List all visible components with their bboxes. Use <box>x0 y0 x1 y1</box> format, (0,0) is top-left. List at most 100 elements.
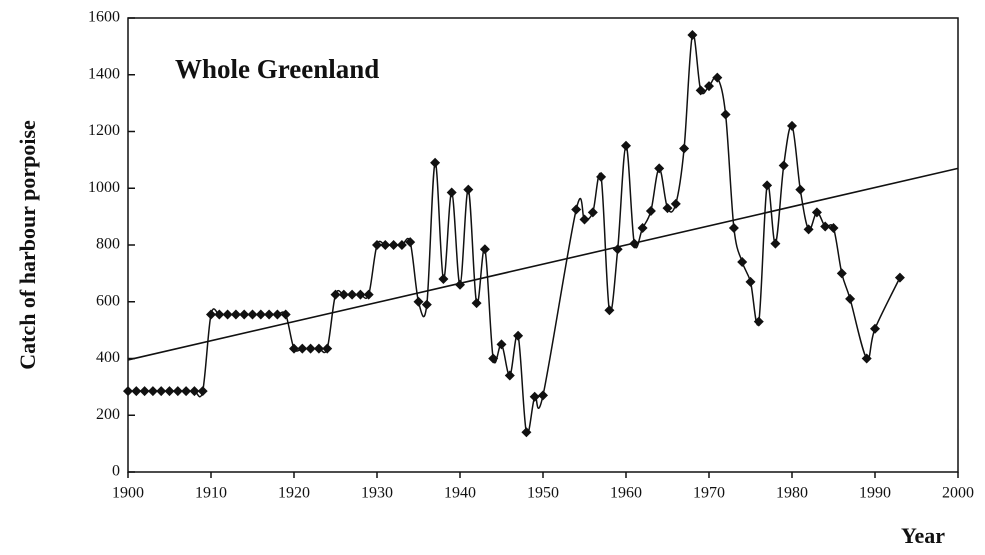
data-point <box>803 224 814 235</box>
x-tick-label: 1960 <box>610 485 642 502</box>
data-point <box>811 207 822 218</box>
data-point <box>455 279 465 290</box>
data-point <box>131 386 142 397</box>
data-point <box>421 299 432 310</box>
data-point <box>413 296 424 307</box>
x-tick-label: 2000 <box>942 485 974 502</box>
data-point <box>239 309 250 320</box>
data-point <box>230 309 241 320</box>
data-point <box>322 343 333 354</box>
data-point <box>795 184 806 195</box>
data-point <box>479 244 490 255</box>
chart-title: Whole Greenland <box>175 54 379 84</box>
data-point <box>687 30 698 41</box>
data-point <box>181 386 192 397</box>
data-point <box>338 289 349 300</box>
y-tick-label: 200 <box>96 406 120 423</box>
x-tick-label: 1970 <box>693 485 725 502</box>
data-point <box>488 353 499 364</box>
data-point <box>770 238 781 249</box>
data-point <box>471 298 482 309</box>
x-axis-label: Year <box>901 523 945 548</box>
data-point <box>836 268 847 279</box>
data-point <box>787 120 797 131</box>
data-point <box>330 289 341 300</box>
y-tick-label: 1000 <box>88 179 120 196</box>
x-tick-label: 1900 <box>112 485 144 502</box>
data-point <box>737 257 748 268</box>
data-point <box>446 187 457 198</box>
data-point <box>828 222 839 233</box>
data-point <box>894 272 905 283</box>
data-point <box>762 180 773 191</box>
data-point <box>147 386 158 397</box>
data-point <box>645 205 656 216</box>
data-point <box>604 305 615 316</box>
y-tick-label: 600 <box>96 292 120 309</box>
data-point <box>189 386 200 397</box>
y-tick-label: 1400 <box>88 65 120 82</box>
data-point <box>313 343 324 354</box>
data-point <box>289 343 299 354</box>
data-point <box>753 316 764 327</box>
data-point <box>728 222 739 233</box>
data-point <box>355 289 366 300</box>
data-point <box>264 309 275 320</box>
x-tick-label: 1930 <box>361 485 393 502</box>
data-point <box>430 157 441 168</box>
data-point <box>139 386 150 397</box>
trend-line <box>127 167 959 361</box>
data-point <box>612 244 623 255</box>
y-tick-label: 1600 <box>88 9 120 26</box>
x-tick-label: 1940 <box>444 485 476 502</box>
data-point <box>679 143 690 154</box>
data-point <box>720 109 731 120</box>
data-point <box>712 72 723 83</box>
data-point <box>405 237 416 248</box>
data-point <box>621 140 631 151</box>
data-point <box>695 85 706 96</box>
data-point <box>247 309 258 320</box>
data-point <box>396 240 407 250</box>
data-point <box>571 204 582 215</box>
data-point <box>704 81 714 92</box>
data-point <box>363 289 374 300</box>
data-point <box>305 343 316 354</box>
x-tick-label: 1950 <box>527 485 559 502</box>
y-tick-label: 400 <box>96 349 120 366</box>
y-axis-label: Catch of harbour porpoise <box>15 120 40 370</box>
x-tick-label: 1980 <box>776 485 808 502</box>
data-point <box>463 184 474 195</box>
data-point <box>870 323 880 334</box>
y-tick-label: 1200 <box>88 122 120 139</box>
data-point <box>662 203 673 214</box>
data-point <box>388 240 399 250</box>
data-point <box>504 370 515 381</box>
data-point <box>297 343 308 354</box>
plot-frame <box>127 17 959 473</box>
data-point <box>197 386 208 397</box>
data-point <box>156 386 167 397</box>
data-point <box>596 171 607 182</box>
data-point <box>670 198 681 209</box>
y-tick-label: 0 <box>112 463 120 480</box>
x-tick-label: 1910 <box>195 485 227 502</box>
data-point <box>164 386 175 397</box>
data-point <box>538 390 548 401</box>
data-point <box>172 386 183 397</box>
data-point <box>280 309 291 320</box>
data-point <box>845 293 856 304</box>
data-point <box>587 207 598 218</box>
data-point <box>820 221 831 232</box>
data-point <box>778 160 789 171</box>
data-point <box>347 289 358 300</box>
data-point <box>637 222 648 233</box>
x-tick-label: 1990 <box>859 485 891 502</box>
data-point <box>654 163 665 174</box>
data-point <box>579 214 590 225</box>
y-tick-label: 800 <box>96 236 120 253</box>
data-point <box>529 391 540 402</box>
data-point <box>372 240 382 250</box>
data-point <box>214 309 225 320</box>
